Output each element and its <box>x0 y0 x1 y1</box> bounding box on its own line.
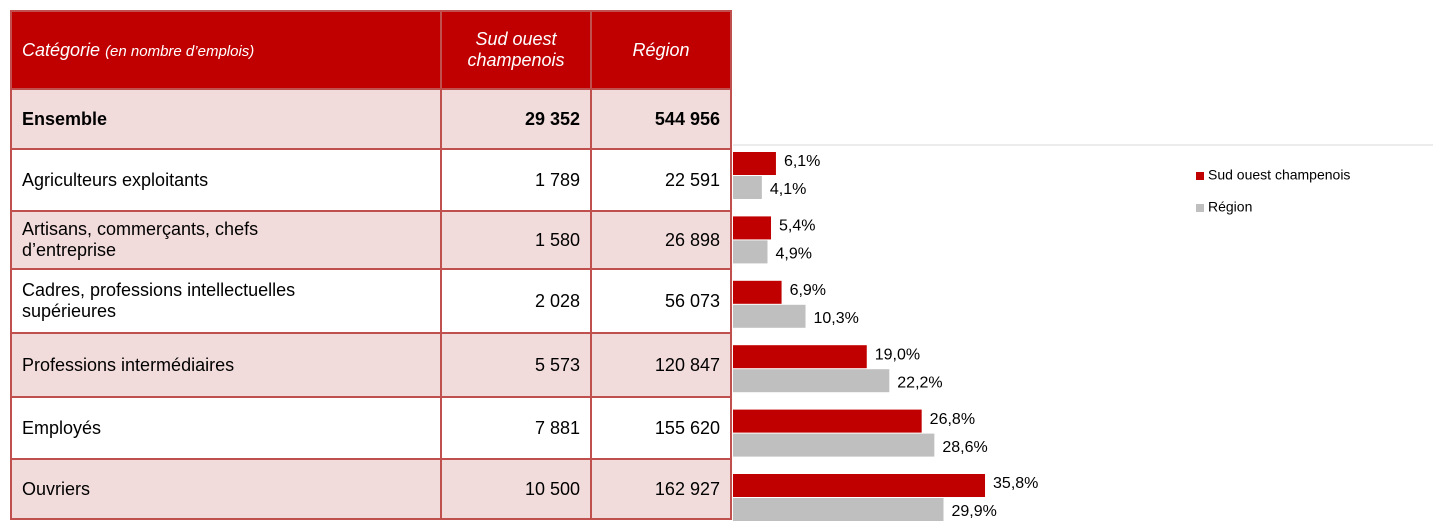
row-label: Ouvriers <box>22 478 91 499</box>
bar <box>733 176 762 199</box>
table-cell: 1 580 <box>440 210 592 270</box>
bar <box>733 433 935 457</box>
bar <box>733 409 922 433</box>
table-cell: 544 956 <box>590 88 732 150</box>
bar <box>733 304 806 328</box>
table-cell: Ouvriers <box>10 458 442 520</box>
table-cell: 29 352 <box>440 88 592 150</box>
data-table: Catégorie (en nombre d’emplois) Sud oues… <box>10 10 732 520</box>
data-label: 26,8% <box>930 411 975 428</box>
bar <box>733 498 944 521</box>
row-label: Ensemble <box>22 108 108 129</box>
data-label: 6,1% <box>784 153 820 170</box>
data-label: 29,9% <box>951 503 996 520</box>
table-cell: 1 789 <box>440 148 592 212</box>
bar <box>733 240 768 264</box>
table-row: Cadres, professions intellectuelles supé… <box>10 268 732 334</box>
table-cell: 120 847 <box>590 332 732 398</box>
data-label: 22,2% <box>897 374 942 391</box>
table-cell: Agriculteurs exploitants <box>10 148 442 212</box>
legend-swatch <box>1196 172 1204 180</box>
header-cell: Sud ouest champenois <box>440 10 592 90</box>
legend-label: Sud ouest champenois <box>1208 167 1350 183</box>
legend-swatch <box>1196 204 1204 212</box>
table-row: Agriculteurs exploitants 1 789 22 591 <box>10 148 732 212</box>
table-row: Professions intermédiaires 5 573 120 847 <box>10 332 732 398</box>
table-cell: Artisans, commerçants, chefs d’entrepris… <box>10 210 442 270</box>
data-label: 35,8% <box>993 475 1038 492</box>
table-row: Ensemble 29 352 544 956 <box>10 88 732 150</box>
table-cell: 22 591 <box>590 148 732 212</box>
data-label: 4,9% <box>775 246 811 263</box>
bar <box>733 474 986 497</box>
table-cell: 7 881 <box>440 396 592 460</box>
table-row: Artisans, commerçants, chefs d’entrepris… <box>10 210 732 270</box>
table-body: Ensemble 29 352 544 956 Agriculteurs exploi… <box>10 88 732 520</box>
row-label: Cadres, professions intellectuelles supé… <box>22 280 296 321</box>
table-cell: 5 573 <box>440 332 592 398</box>
bar <box>733 152 776 175</box>
table-cell: Professions intermédiaires <box>10 332 442 398</box>
row-label: Agriculteurs exploitants <box>22 169 209 190</box>
bar <box>733 216 772 240</box>
table-cell: 2 028 <box>440 268 592 334</box>
legend-label: Région <box>1208 199 1252 215</box>
table-cell: Employés <box>10 396 442 460</box>
header-note: (en nombre d’emplois) <box>105 42 255 60</box>
bar <box>733 345 867 369</box>
data-label: 28,6% <box>942 439 987 456</box>
table-cell: 162 927 <box>590 458 732 520</box>
table-row: Ouvriers 10 500 162 927 <box>10 458 732 520</box>
data-label: 19,0% <box>875 346 920 363</box>
data-label: 10,3% <box>814 310 859 327</box>
table-cell: 10 500 <box>440 458 592 520</box>
table-cell: 56 073 <box>590 268 732 334</box>
header-cell: Région <box>590 10 732 90</box>
data-label: 4,1% <box>770 181 806 198</box>
table-cell: 26 898 <box>590 210 732 270</box>
table-cell: Cadres, professions intellectuelles supé… <box>10 268 442 334</box>
row-label: Professions intermédiaires <box>22 354 235 375</box>
data-label: 6,9% <box>790 282 826 299</box>
table-cell: Ensemble <box>10 88 442 150</box>
header-title: Catégorie <box>22 39 101 60</box>
bar <box>733 280 782 304</box>
row-label: Artisans, commerçants, chefs d’entrepris… <box>22 219 259 260</box>
table-cell: 155 620 <box>590 396 732 460</box>
row-label: Employés <box>22 417 102 438</box>
data-label: 5,4% <box>779 218 815 235</box>
header-cell: Catégorie (en nombre d’emplois) <box>10 10 442 90</box>
table-row: Employés 7 881 155 620 <box>10 396 732 460</box>
bar <box>733 369 890 393</box>
